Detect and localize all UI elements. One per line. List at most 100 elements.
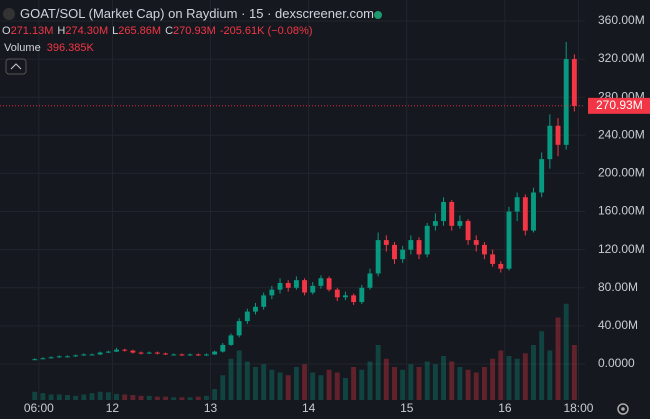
y-tick-label: 80.00M xyxy=(598,280,638,294)
candle-body xyxy=(539,159,545,193)
candle-body xyxy=(310,285,316,293)
token-icon xyxy=(3,8,15,20)
candle-body xyxy=(56,356,62,358)
ohlc-row: O271.13M H274.30M L265.86M C270.93M -205.61K… xyxy=(2,25,316,37)
settings-icon xyxy=(621,407,625,411)
y-tick-label: 240.00M xyxy=(598,127,645,141)
candle-body xyxy=(105,351,111,353)
y-tick-label: 40.00M xyxy=(598,318,638,332)
volume-bar xyxy=(432,364,438,400)
candle-body xyxy=(383,240,389,245)
candle-body xyxy=(81,354,87,356)
candle-body xyxy=(473,240,479,245)
candle-body xyxy=(285,282,291,288)
volume-bar xyxy=(392,367,397,400)
volume-bar xyxy=(408,364,414,400)
candle-body xyxy=(171,354,177,356)
volume-bar xyxy=(563,303,569,400)
candle-body xyxy=(187,354,193,356)
volume-bar xyxy=(73,395,79,400)
volume-bar xyxy=(56,394,62,400)
volume-bar xyxy=(97,391,103,400)
ohlc-value: 271.13M xyxy=(10,25,54,37)
ohlc-key: C xyxy=(165,25,174,37)
candle-body xyxy=(441,202,447,222)
candle-body xyxy=(481,244,487,255)
volume-bar xyxy=(481,367,487,400)
volume-bar xyxy=(547,350,553,400)
volume-bar xyxy=(244,361,250,400)
settings-button[interactable] xyxy=(617,403,629,415)
candle-body xyxy=(506,211,512,269)
candle-body xyxy=(40,358,46,360)
volume-bar xyxy=(539,331,545,400)
candle-body xyxy=(212,351,218,355)
candle-body xyxy=(522,197,528,231)
candle-body xyxy=(253,306,258,312)
candle-body xyxy=(261,295,267,307)
volume-bar xyxy=(65,395,70,400)
volume-bar xyxy=(236,350,242,400)
volume-bar xyxy=(375,345,381,400)
volume-bar xyxy=(400,369,406,400)
volume-bar xyxy=(122,394,128,400)
volume-bar xyxy=(351,367,357,400)
volume-bar xyxy=(441,356,447,400)
candle-body xyxy=(277,282,283,290)
volume-bar xyxy=(203,395,209,400)
volume-bar xyxy=(465,369,471,400)
volume-bar xyxy=(114,393,119,400)
candle-body xyxy=(114,349,119,352)
volume-bar xyxy=(195,396,201,400)
x-tick-label: 12 xyxy=(106,401,120,415)
volume-bar xyxy=(146,395,152,400)
candle-body xyxy=(195,354,201,356)
volume-bar xyxy=(154,396,160,400)
ohlc-key: H xyxy=(57,25,66,37)
candle-body xyxy=(490,254,496,264)
candle-body xyxy=(179,354,185,356)
volume-bar xyxy=(383,358,389,400)
volume-bar xyxy=(318,375,324,400)
candle-body xyxy=(269,289,275,296)
candle-body xyxy=(457,221,463,226)
x-tick-label: 14 xyxy=(302,401,316,415)
collapse-button[interactable] xyxy=(5,58,27,75)
candle-body xyxy=(97,352,103,355)
volume-bar xyxy=(138,395,144,400)
candle-body xyxy=(244,311,250,322)
volume-bar xyxy=(571,345,577,400)
candle-body xyxy=(408,240,414,250)
candle-body xyxy=(342,295,348,298)
volume-bar xyxy=(261,364,267,400)
volume-bar xyxy=(130,395,136,400)
y-tick-label: 320.00M xyxy=(598,51,645,65)
candle-body xyxy=(65,356,70,358)
candle-body xyxy=(400,249,406,260)
candle-body xyxy=(416,240,422,255)
candle-body xyxy=(122,349,128,351)
volume-bar xyxy=(473,372,479,400)
volume-bar xyxy=(285,375,291,400)
y-tick-label: 200.00M xyxy=(598,166,645,180)
title-text: GOAT/SOL (Market Cap) on Raydium · 15 · … xyxy=(20,6,375,21)
volume-bar xyxy=(81,394,87,400)
candle-body xyxy=(228,335,234,345)
volume-bar xyxy=(522,353,528,400)
y-tick-label: 120.00M xyxy=(598,242,645,256)
volume-bar xyxy=(40,393,46,400)
x-tick-label: 18:00 xyxy=(563,401,593,415)
volume-bar xyxy=(514,358,520,400)
volume-bar xyxy=(359,369,365,400)
volume-bar xyxy=(342,378,348,400)
candle-body xyxy=(432,221,438,226)
candle-body xyxy=(531,192,536,231)
volume-bar xyxy=(457,367,463,400)
candle-body xyxy=(220,344,226,352)
candle-body xyxy=(563,59,569,145)
volume-bar xyxy=(228,358,234,400)
volume-bar xyxy=(171,397,177,400)
x-tick-label: 06:00 xyxy=(24,401,54,415)
candle-body xyxy=(48,357,54,359)
candle-body xyxy=(334,289,340,298)
